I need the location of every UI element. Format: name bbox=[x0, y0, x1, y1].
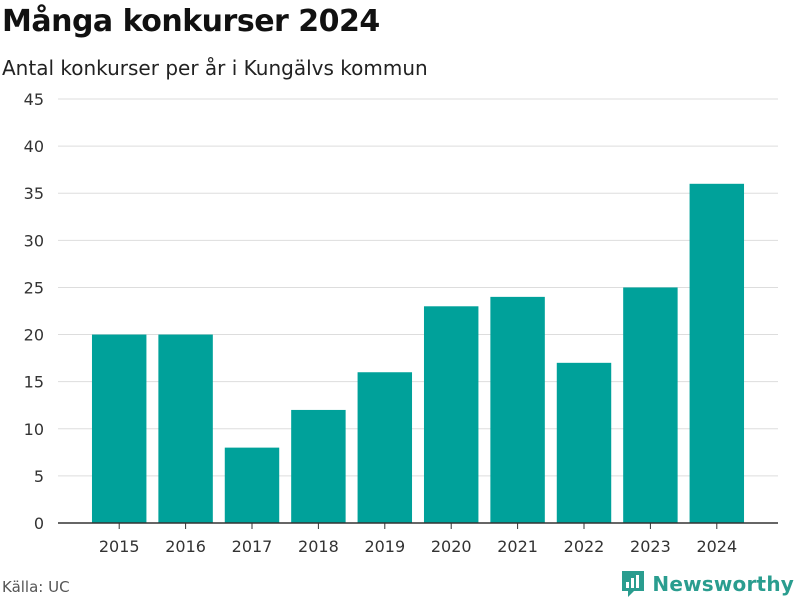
x-tick-label: 2019 bbox=[364, 537, 405, 556]
x-tick-label: 2021 bbox=[497, 537, 538, 556]
bar-2024 bbox=[689, 183, 745, 524]
x-tick-label: 2017 bbox=[232, 537, 273, 556]
x-axis-ticks: 2015 2016 2017 2018 2019 2020 2021 2022 2023 2024 bbox=[99, 523, 737, 556]
x-tick-label: 2023 bbox=[630, 537, 671, 556]
brand-logo: Newsworthy bbox=[620, 569, 794, 599]
y-tick-label: 5 bbox=[34, 467, 44, 486]
source-note: Källa: UC bbox=[2, 578, 70, 596]
bar-2016 bbox=[158, 334, 213, 523]
x-tick-label: 2016 bbox=[165, 537, 206, 556]
bar-2023 bbox=[623, 287, 678, 523]
bar-2021 bbox=[490, 296, 545, 523]
bar-2020 bbox=[423, 306, 479, 523]
x-tick-label: 2020 bbox=[431, 537, 472, 556]
bar-2017 bbox=[224, 447, 280, 523]
y-tick-label: 40 bbox=[24, 137, 44, 156]
y-tick-label: 30 bbox=[24, 231, 44, 250]
y-tick-label: 15 bbox=[24, 373, 44, 392]
bars bbox=[91, 183, 745, 524]
x-tick-label: 2024 bbox=[696, 537, 737, 556]
newsworthy-logo-icon bbox=[622, 571, 645, 597]
y-tick-label: 45 bbox=[24, 90, 44, 109]
x-tick-label: 2022 bbox=[564, 537, 605, 556]
chart-title: Många konkurser 2024 bbox=[2, 4, 380, 39]
y-tick-label: 0 bbox=[34, 514, 44, 533]
chart-subtitle: Antal konkurser per år i Kungälvs kommun bbox=[2, 56, 428, 80]
y-axis-ticks: 0 5 10 15 20 25 30 35 40 45 bbox=[24, 90, 44, 533]
bar-2015 bbox=[91, 334, 147, 523]
y-tick-label: 20 bbox=[24, 326, 44, 345]
brand-name: Newsworthy bbox=[652, 572, 794, 596]
bar-2022 bbox=[556, 362, 612, 523]
x-tick-label: 2018 bbox=[298, 537, 339, 556]
y-tick-label: 25 bbox=[24, 278, 44, 297]
bar-2019 bbox=[357, 372, 413, 523]
y-tick-label: 10 bbox=[24, 420, 44, 439]
x-tick-label: 2015 bbox=[99, 537, 140, 556]
y-tick-label: 35 bbox=[24, 184, 44, 203]
bar-2018 bbox=[291, 409, 346, 523]
